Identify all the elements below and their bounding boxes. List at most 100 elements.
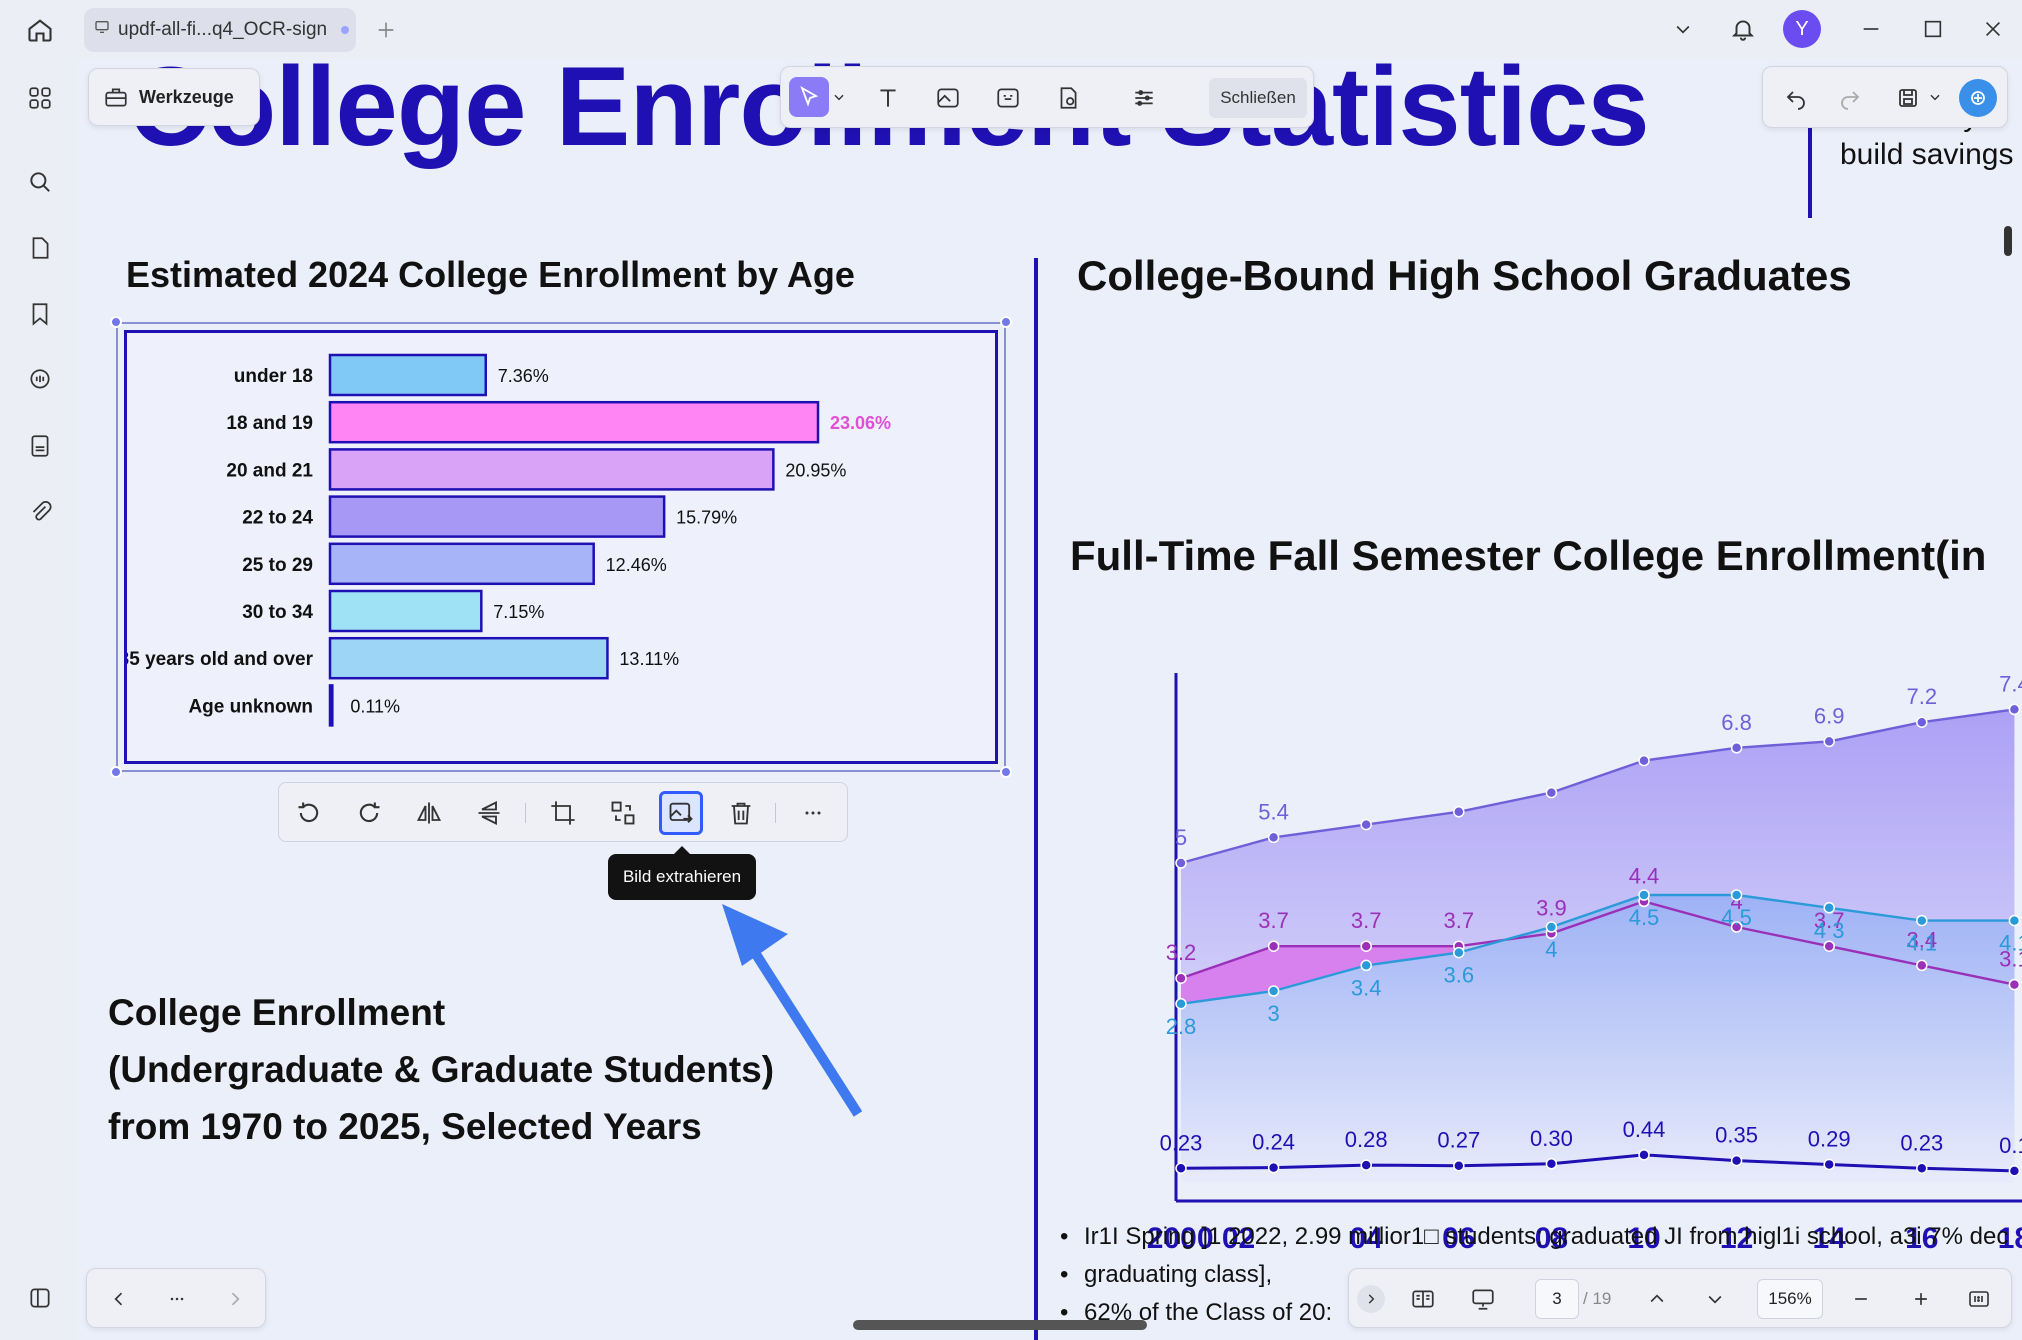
chevron-down-icon[interactable]	[1668, 14, 1698, 44]
chevron-down-icon[interactable]	[1927, 89, 1943, 105]
data-point	[1916, 914, 1928, 927]
bar-value-label: 23.06%	[830, 413, 891, 433]
data-point	[1453, 806, 1465, 818]
bell-icon[interactable]	[1726, 12, 1760, 46]
add-watermark-icon[interactable]	[1049, 79, 1087, 117]
bar	[328, 400, 820, 444]
data-label: 7.4	[1999, 671, 2022, 696]
redo-icon[interactable]	[1831, 79, 1869, 117]
flip-horizontal-icon[interactable]	[407, 791, 451, 835]
maximize-icon[interactable]	[1918, 14, 1948, 44]
attachment-icon[interactable]	[22, 494, 58, 530]
sidebar-toggle-icon[interactable]	[22, 1280, 58, 1316]
data-point	[1916, 716, 1928, 728]
list-item-text: graduating class],	[1084, 1261, 1273, 1288]
arrow-annotation-icon	[722, 904, 863, 1117]
separator	[525, 803, 526, 823]
bar-chart[interactable]: under 18 7.36% 18 and 19 23.06% 20 and 21 20.…	[119, 330, 998, 764]
data-label: 3.6	[1444, 963, 1475, 988]
crop-icon[interactable]	[541, 791, 585, 835]
data-point	[1823, 735, 1835, 748]
chevron-down-icon[interactable]	[1699, 1283, 1731, 1315]
new-tab-plus-icon[interactable]	[372, 16, 400, 44]
tooltip: Bild extrahieren	[608, 846, 756, 900]
add-text-icon[interactable]	[869, 79, 907, 117]
vertical-scrollbar[interactable]	[2004, 226, 2012, 256]
tools-button[interactable]: Werkzeuge	[88, 68, 260, 126]
extract-image-icon[interactable]	[659, 791, 703, 835]
data-label: 0.23	[1160, 1130, 1203, 1155]
more-options-icon[interactable]	[791, 791, 835, 835]
data-point	[1175, 1162, 1187, 1175]
bar-value-label: 12.46%	[606, 555, 667, 575]
data-point	[1175, 972, 1187, 984]
save-icon[interactable]	[1889, 79, 1927, 117]
close-edit-button[interactable]: Schließen	[1209, 78, 1307, 118]
data-label: 0.1	[1999, 1133, 2022, 1158]
presentation-icon[interactable]	[1465, 1281, 1501, 1317]
bar-category-label: 30 to 34	[242, 602, 313, 623]
horizontal-scrollbar[interactable]	[853, 1320, 1147, 1330]
ai-assistant-icon[interactable]	[1959, 79, 1997, 117]
bookmark-icon[interactable]	[22, 296, 58, 332]
resize-handle[interactable]	[1000, 316, 1012, 328]
rotate-right-icon[interactable]	[347, 791, 391, 835]
home-icon[interactable]	[22, 12, 58, 48]
chevron-up-icon[interactable]	[1641, 1283, 1673, 1315]
zoom-in-icon[interactable]	[1905, 1283, 1937, 1315]
rotate-left-icon[interactable]	[287, 791, 331, 835]
data-label: 4.1	[1999, 931, 2022, 956]
data-label: 0.27	[1437, 1128, 1480, 1153]
data-label: 5.4	[1258, 799, 1289, 824]
chevron-left-icon[interactable]	[103, 1283, 135, 1315]
comment-icon[interactable]	[22, 362, 58, 398]
undo-icon[interactable]	[1777, 79, 1815, 117]
actual-size-icon[interactable]	[1963, 1283, 1995, 1315]
data-label: 6.8	[1721, 710, 1752, 735]
flip-vertical-icon[interactable]	[467, 791, 511, 835]
data-point	[1823, 940, 1835, 952]
resize-handle[interactable]	[110, 766, 122, 778]
search-icon[interactable]	[22, 164, 58, 200]
add-image-icon[interactable]	[929, 79, 967, 117]
body-heading-line: (Undergraduate & Graduate Students)	[108, 1049, 775, 1090]
monitor-icon	[94, 19, 110, 41]
add-link-icon[interactable]	[989, 79, 1027, 117]
thumbnails-icon[interactable]	[22, 80, 58, 116]
bar-category-label: Age unknown	[188, 696, 313, 717]
bar-category-label: 35 years old and over	[127, 649, 314, 670]
zoom-level-field[interactable]: 156%	[1757, 1279, 1823, 1319]
minimize-icon[interactable]	[1856, 14, 1886, 44]
document-tab[interactable]: updf-all-fi...q4_OCR-sign	[84, 8, 356, 52]
expand-arrow-icon[interactable]	[1357, 1285, 1385, 1313]
bar	[328, 495, 666, 538]
zoom-out-icon[interactable]	[1845, 1283, 1877, 1315]
select-cursor-icon[interactable]	[789, 77, 829, 117]
more-options-icon[interactable]	[161, 1283, 193, 1315]
page-number-input[interactable]: 3	[1535, 1279, 1579, 1319]
data-point	[1916, 1162, 1928, 1175]
page-layout-icon[interactable]	[1405, 1281, 1441, 1317]
settings-sliders-icon[interactable]	[1125, 79, 1163, 117]
data-label: 5	[1175, 825, 1187, 850]
selected-image-frame[interactable]: under 18 7.36% 18 and 19 23.06% 20 and 21 20.…	[116, 322, 1006, 772]
edit-toolbar: Schließen	[780, 66, 1314, 128]
page-icon[interactable]	[22, 230, 58, 266]
resize-handle[interactable]	[1000, 766, 1012, 778]
chevron-down-icon[interactable]	[831, 89, 847, 105]
data-label: 3.2	[1166, 940, 1197, 965]
delete-icon[interactable]	[719, 791, 763, 835]
data-point	[1175, 998, 1187, 1010]
separator	[775, 803, 776, 823]
line-chart-heading: Full-Time Fall Semester College Enrollme…	[1070, 532, 1987, 579]
close-window-icon[interactable]	[1978, 14, 2008, 44]
chevron-right-icon[interactable]	[219, 1283, 251, 1315]
data-point	[1267, 831, 1280, 844]
avatar[interactable]: Y	[1783, 10, 1821, 48]
form-icon[interactable]	[22, 428, 58, 464]
document-canvas[interactable]: College Enrollment Statistics some may b…	[78, 58, 2022, 1340]
replace-image-icon[interactable]	[601, 791, 645, 835]
resize-handle[interactable]	[110, 316, 122, 328]
data-label: 4.4	[1629, 863, 1660, 888]
data-point	[1545, 1158, 1558, 1170]
